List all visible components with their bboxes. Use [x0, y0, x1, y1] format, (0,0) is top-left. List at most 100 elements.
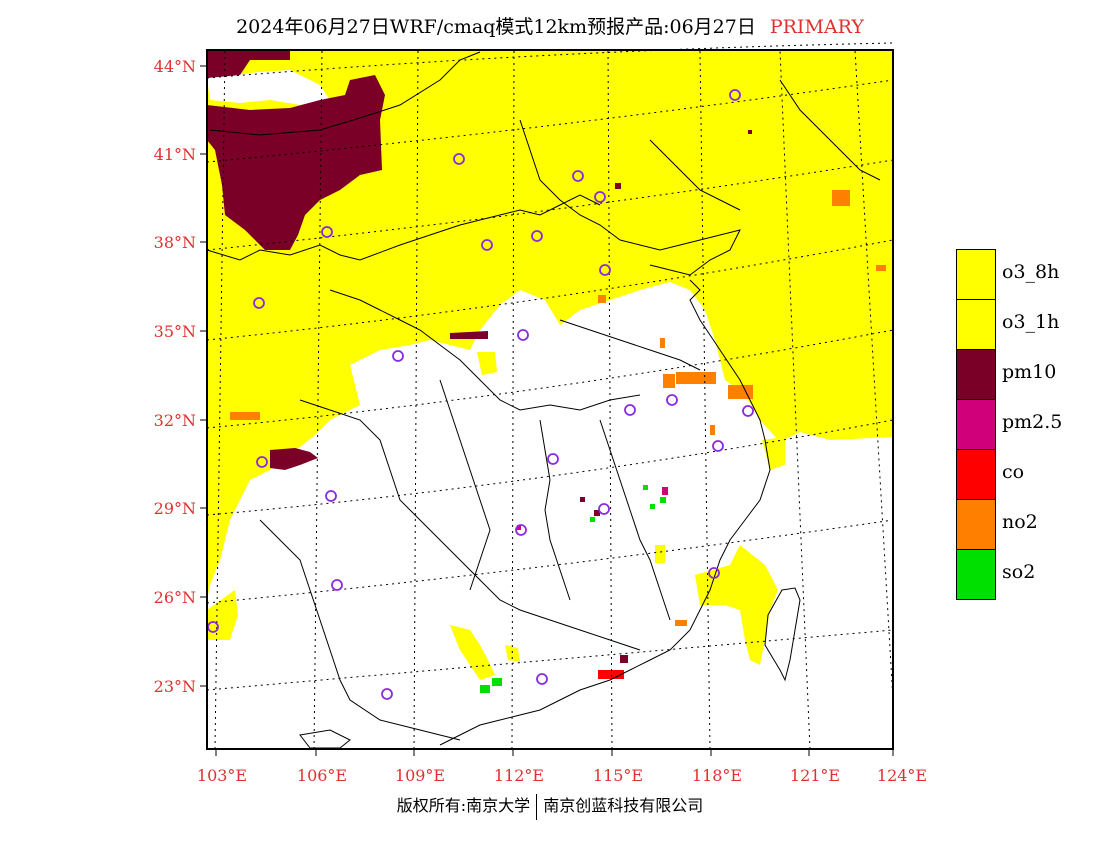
so2-spot [660, 497, 666, 503]
no2-spot [230, 412, 260, 420]
inner-mongolia-clear [207, 70, 330, 105]
graticule-lat-32 [206, 329, 894, 429]
lat-label-32: 32°N [154, 411, 196, 430]
o3-region-layer [207, 50, 893, 680]
inner-border-2 [329, 289, 641, 411]
graticule-lon-112 [511, 49, 515, 750]
no2-spot [876, 265, 886, 271]
lon-label-118: 118°E [692, 766, 742, 785]
inner-border-8 [559, 319, 701, 371]
inner-border-1 [206, 194, 601, 261]
legend-label: o3_1h [1002, 311, 1060, 333]
no2-spot [728, 385, 753, 399]
legend-swatch [956, 349, 996, 400]
station-marker [392, 350, 404, 362]
so2-spot [643, 485, 648, 490]
no2-spot [832, 190, 850, 206]
lon-label-109: 109°E [395, 766, 445, 785]
central-o3-patch [477, 352, 497, 375]
station-marker [331, 579, 343, 591]
inner-border-5 [539, 419, 571, 601]
north-pm10-strip [207, 50, 290, 78]
station-marker [481, 239, 493, 251]
title-text: 2024年06月27日WRF/cmaq模式12km预报产品:06月27日 [236, 16, 756, 38]
inner-border-11 [779, 79, 881, 181]
co-spot [598, 670, 624, 679]
graticule-lat-29 [206, 419, 894, 516]
no2-spot [675, 620, 687, 626]
pm10-spot [580, 497, 585, 502]
lat-label-29: 29°N [154, 499, 196, 518]
graticule-lat-23 [206, 629, 894, 691]
legend-label: pm2.5 [1002, 411, 1063, 433]
map-frame [206, 49, 894, 750]
lat-label-26: 26°N [154, 588, 196, 607]
copyright-right: 南京创蓝科技有限公司 [543, 796, 704, 815]
so2-spot [480, 685, 490, 693]
so2-spot [650, 504, 655, 509]
lon-label-106: 106°E [297, 766, 347, 785]
graticule-lon-106 [313, 49, 323, 750]
lon-label-124: 124°E [877, 766, 927, 785]
copyright-left: 版权所有:南京大学 [396, 796, 531, 815]
station-marker [572, 170, 584, 182]
station-marker [536, 673, 548, 685]
inner-border-4 [259, 519, 461, 741]
graticule-lat-41 [206, 79, 894, 163]
legend-swatch [956, 449, 996, 500]
yunnan-o3-patch [207, 590, 238, 640]
lat-label-38: 38°N [154, 233, 196, 252]
taiwan-outline [764, 587, 801, 682]
inner-border-9 [519, 119, 621, 241]
no2-spot [660, 338, 665, 348]
copyright-footer: 版权所有:南京大学 南京创蓝科技有限公司 [0, 792, 1100, 820]
no2-spot [710, 425, 715, 435]
central-pm10-strip [450, 331, 488, 339]
lon-label-121: 121°E [790, 766, 840, 785]
graticule-lon-118 [699, 49, 711, 750]
fujian-o3-patch [695, 545, 778, 665]
station-marker [599, 264, 611, 276]
station-marker [325, 490, 337, 502]
province-borders [206, 51, 881, 749]
inner-border-7 [439, 379, 491, 591]
lon-label-115: 115°E [593, 766, 643, 785]
lon-label-112: 112°E [494, 766, 544, 785]
graticule-lon-121 [779, 49, 811, 750]
legend-label: so2 [1002, 561, 1036, 583]
longitude-labels: 103°E 106°E 109°E 112°E 115°E 118°E 121°… [197, 766, 927, 785]
coastline-east [439, 279, 771, 746]
graticule-lon-103 [214, 49, 226, 750]
axis-ticks [200, 65, 894, 756]
legend-label: pm10 [1002, 361, 1057, 383]
sichuan-pm10-cluster [270, 448, 318, 470]
latitude-labels: 44°N 41°N 38°N 35°N 32°N 29°N 26°N 23°N [154, 57, 196, 696]
north-o3-region [207, 50, 893, 600]
station-marker [624, 404, 636, 416]
lat-label-35: 35°N [154, 322, 196, 341]
station-marker [742, 405, 754, 417]
lat-label-23: 23°N [154, 677, 196, 696]
station-marker [453, 153, 465, 165]
northwest-pm10-region [207, 75, 385, 250]
no2-spot [663, 374, 675, 388]
no2-spot [676, 372, 716, 384]
inner-border-6 [599, 419, 671, 621]
so2-spot [590, 517, 595, 522]
station-marker [515, 524, 527, 536]
station-marker [708, 567, 720, 579]
pm25-spot [662, 487, 668, 495]
lon-label-103: 103°E [197, 766, 247, 785]
pm10-region-layer [207, 50, 488, 470]
lat-label-41: 41°N [154, 145, 196, 164]
station-marker [598, 503, 610, 515]
lat-label-44: 44°N [154, 57, 196, 76]
anhui-o3-patch [655, 545, 665, 563]
legend-swatch [956, 499, 996, 550]
legend-label: co [1002, 461, 1025, 483]
graticule-lon-115 [607, 49, 613, 750]
graticule-lat-38 [206, 159, 894, 251]
legend-label: no2 [1002, 511, 1038, 533]
legend-label: o3_8h [1002, 261, 1060, 283]
